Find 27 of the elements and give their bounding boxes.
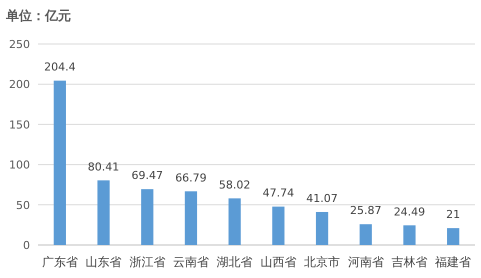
ytick: 200	[9, 78, 30, 92]
ytick: 150	[9, 118, 30, 132]
category: 河南省	[348, 255, 384, 269]
data-label: 58.02	[218, 178, 250, 192]
data-label: 204.4	[44, 60, 76, 74]
ytick: 100	[9, 158, 30, 172]
category: 北京市	[304, 255, 340, 269]
ytick: 0	[23, 239, 30, 252]
category: 吉林省	[391, 255, 428, 269]
title: 单位：亿元	[6, 9, 71, 24]
data-label: 25.87	[350, 204, 382, 218]
data-label: 21	[446, 208, 460, 222]
category: 福建省	[435, 255, 472, 269]
category: 山东省	[86, 255, 122, 269]
category: 浙江省	[129, 255, 166, 269]
category: 湖北省	[216, 255, 253, 269]
category: 山西省	[260, 255, 296, 269]
category: 广东省	[42, 255, 78, 269]
ytick: 50	[16, 198, 30, 212]
data-label: 24.49	[394, 205, 426, 218]
ytick: 250	[9, 38, 30, 51]
data-label: 69.47	[132, 169, 163, 182]
data-label: 80.41	[88, 160, 120, 174]
data-label: 47.74	[262, 186, 294, 200]
data-label: 41.07	[306, 192, 338, 205]
category: 云南省	[172, 255, 209, 269]
data-label: 66.79	[175, 171, 207, 184]
